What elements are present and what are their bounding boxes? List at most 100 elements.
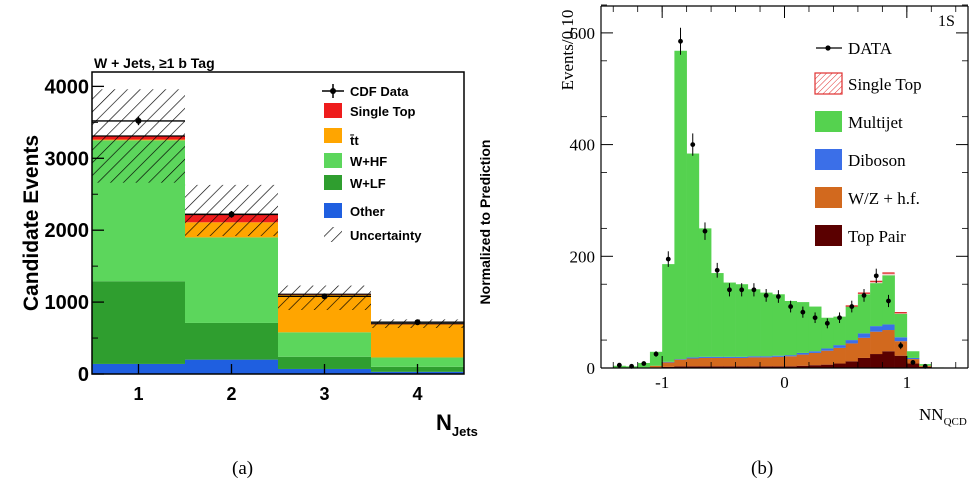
legend-uncertainty: Uncertainty	[324, 227, 422, 243]
data-point	[886, 298, 891, 304]
svg-text:Diboson: Diboson	[848, 151, 906, 170]
bar-top_pair	[723, 366, 736, 368]
svg-text:Top Pair: Top Pair	[848, 227, 906, 246]
data-point	[135, 117, 142, 124]
bar-wz_hf	[772, 356, 785, 367]
x-axis-label: NJets	[436, 410, 478, 439]
legend-single-top: Single Top	[324, 103, 416, 119]
legend-b-multijet: Multijet	[815, 111, 903, 132]
data-point	[321, 293, 328, 300]
bar-multijet	[747, 289, 761, 357]
bar-diboson	[747, 356, 761, 358]
data-point	[861, 292, 867, 298]
bar-wz_hf	[711, 357, 724, 367]
label-1s: 1S	[938, 13, 955, 30]
legend-b-top-pair: Top Pair	[815, 225, 906, 246]
data-point	[714, 267, 720, 273]
bar-multijet	[760, 292, 773, 357]
bar-diboson	[698, 356, 712, 358]
y-tick-label: 1000	[45, 292, 90, 314]
y-tick-label-b: 200	[570, 247, 596, 266]
legend-b: DATA Single Top Multijet Diboson W/Z + h…	[814, 39, 922, 246]
caption-a: (a)	[232, 458, 254, 479]
svg-text:Single Top: Single Top	[350, 104, 416, 119]
data-point	[812, 315, 818, 321]
bar-wlf-1	[92, 281, 185, 364]
data-point	[751, 287, 757, 293]
legend-ttbar: t̄t	[324, 128, 359, 148]
bar-top_pair	[894, 355, 908, 368]
bar-wz_hf	[808, 352, 822, 366]
bar-diboson	[772, 355, 785, 357]
bar-top_pair	[857, 357, 871, 368]
bar-multijet	[686, 153, 700, 358]
bar-diboson	[906, 357, 920, 360]
bar-multijet	[796, 302, 810, 353]
uncertainty-band	[92, 89, 185, 183]
legend-other: Other	[324, 203, 385, 219]
y-tick-label: 4000	[45, 76, 90, 98]
bar-diboson	[894, 337, 908, 342]
bar-wz_hf	[796, 354, 810, 366]
y-tick-label-b: 400	[570, 136, 596, 155]
legend-w-lf: W+LF	[324, 175, 386, 191]
x-tick-label-b: -1	[655, 373, 669, 392]
svg-text:CDF Data: CDF Data	[350, 84, 409, 99]
bar-diboson	[784, 355, 798, 357]
bar-ttbar-4	[371, 324, 464, 358]
bar-multijet	[784, 300, 798, 356]
bar-multijet	[821, 317, 834, 349]
bar-top_pair	[760, 366, 773, 368]
svg-text:Multijet: Multijet	[848, 113, 903, 132]
svg-text:Other: Other	[350, 204, 385, 219]
legend-a: CDF Data Single Top t̄t W+HF W+LF Other	[322, 84, 422, 243]
x-axis-label-b: NNQCD	[919, 405, 967, 428]
svg-text:Uncertainty: Uncertainty	[350, 228, 422, 243]
bar-wz_hf	[686, 358, 700, 367]
data-point	[873, 273, 879, 279]
bar-diboson	[882, 324, 895, 331]
bar-wlf-2	[185, 322, 278, 360]
bar-wz_hf	[698, 357, 712, 367]
bar-top_pair	[821, 364, 834, 368]
data-point	[763, 292, 769, 298]
bar-diboson	[821, 348, 834, 351]
bar-top_pair	[845, 361, 859, 368]
bar-wz_hf	[674, 359, 687, 367]
bar-top_pair	[698, 366, 712, 368]
legend-cdf-data: CDF Data	[322, 84, 409, 99]
bar-whf-4	[371, 357, 464, 367]
data-point	[837, 315, 842, 321]
svg-text:W+LF: W+LF	[350, 176, 386, 191]
data-point	[690, 142, 696, 147]
data-point	[898, 343, 904, 349]
bar-wlf-3	[278, 356, 371, 369]
data-point	[727, 287, 732, 293]
bar-multijet	[833, 316, 846, 346]
bar-multijet	[772, 294, 785, 356]
data-point	[228, 211, 235, 218]
bar-wz_hf	[723, 357, 736, 367]
bar-diboson	[735, 356, 749, 358]
bar-multijet	[662, 264, 675, 362]
bar-wz_hf	[760, 357, 773, 367]
bar-diboson	[808, 351, 822, 353]
bar-wz_hf	[821, 350, 834, 365]
bar-diboson	[711, 356, 724, 358]
bar-whf-2	[185, 237, 278, 323]
legend-b-data: DATA	[816, 39, 893, 58]
bar-diboson	[857, 333, 871, 338]
data-point	[739, 287, 745, 293]
bar-top_pair	[747, 366, 761, 368]
data-point	[616, 362, 622, 368]
bar-top_pair	[796, 365, 810, 368]
data-point	[678, 38, 683, 44]
bar-multijet	[845, 306, 859, 341]
legend-b-wz-hf: W/Z + h.f.	[815, 187, 920, 208]
bar-wz_hf	[882, 330, 895, 352]
x-tick-label-b: 0	[780, 373, 789, 392]
data-point	[653, 351, 659, 357]
legend-w-hf: W+HF	[324, 153, 387, 169]
data-point	[641, 361, 647, 366]
bar-top_pair	[735, 366, 749, 368]
